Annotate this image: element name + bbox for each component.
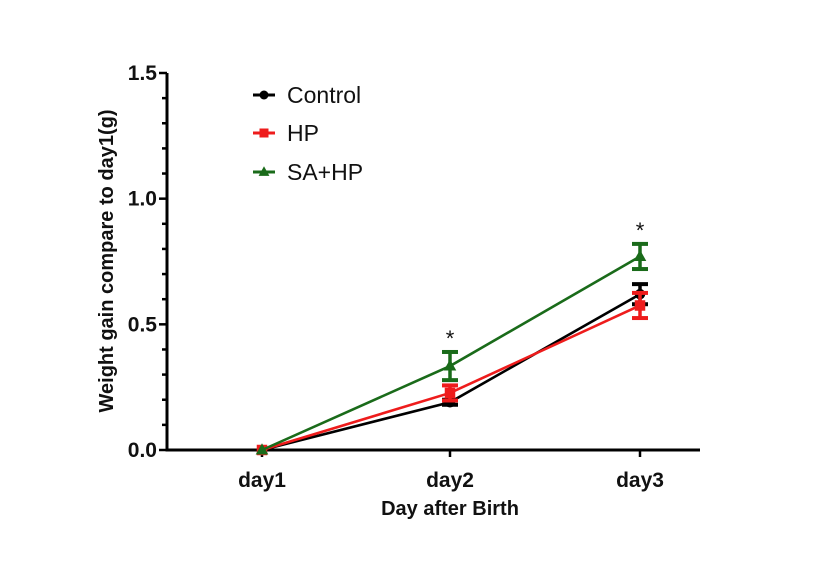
legend-marker	[259, 90, 269, 100]
significance-star: *	[636, 218, 645, 243]
legend-label: Control	[287, 82, 361, 108]
y-axis-title: Weight gain compare to day1(g)	[96, 110, 118, 413]
data-point	[255, 443, 269, 455]
legend-item: HP	[253, 120, 319, 146]
data-point	[444, 387, 456, 399]
legend-item: Control	[253, 82, 361, 108]
axes: 0.0 0.5 1.0 1.5 day1 day2 day3 Day after Birth W…	[96, 62, 700, 520]
y-tick-label: 1.0	[128, 188, 157, 211]
legend-label: SA+HP	[287, 159, 363, 185]
legend-item: SA+HP	[253, 159, 363, 185]
data-point	[633, 249, 647, 261]
x-axis-title: Day after Birth	[381, 498, 519, 520]
x-tick-label: day2	[426, 469, 474, 492]
x-tick-label: day3	[616, 469, 664, 492]
series-layer	[255, 241, 648, 456]
y-tick-label: 1.5	[128, 62, 158, 85]
y-tick-label: 0.5	[128, 313, 158, 336]
data-point	[634, 300, 646, 311]
data-point	[443, 359, 457, 371]
significance-star: *	[446, 326, 455, 351]
x-tick-label: day1	[238, 469, 286, 492]
legend-marker	[259, 128, 269, 138]
legend: Control HP SA+HP	[253, 82, 363, 185]
series-sa-hp	[255, 241, 648, 455]
series-hp	[256, 290, 648, 456]
legend-marker	[258, 166, 270, 176]
y-tick-label: 0.0	[128, 439, 157, 462]
annotations: **	[446, 218, 645, 351]
legend-label: HP	[287, 120, 319, 146]
